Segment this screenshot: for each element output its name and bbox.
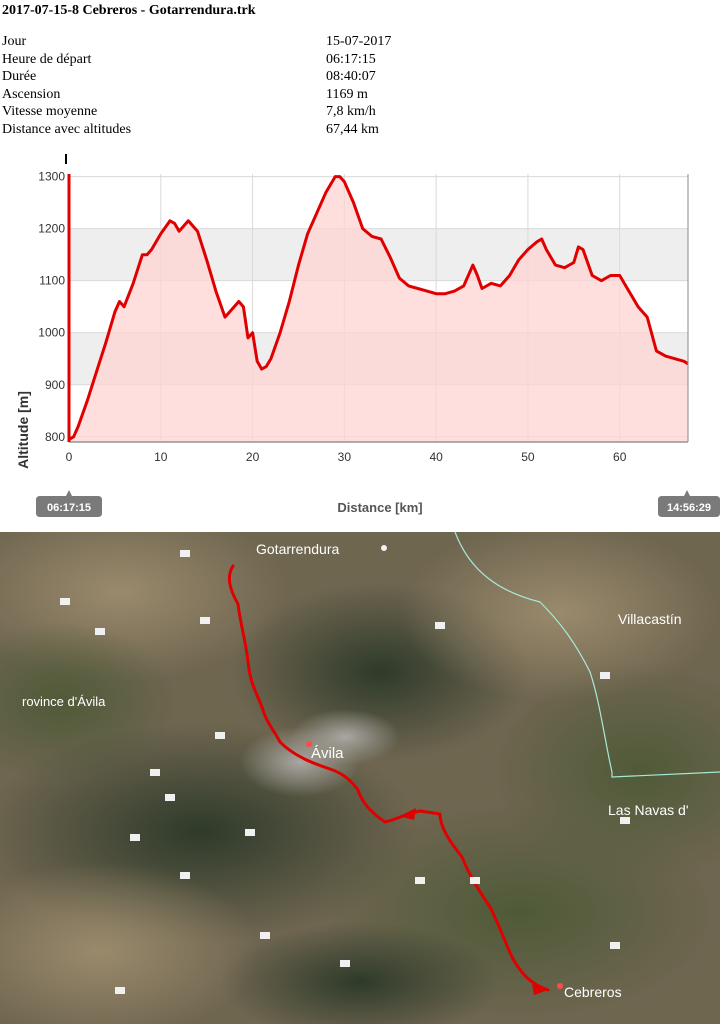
- stat-value: 7,8 km/h: [326, 104, 376, 119]
- map-label-text: Ávila: [311, 745, 344, 762]
- terrain: [0, 532, 720, 1024]
- stat-label: Distance avec altitudes: [2, 121, 132, 137]
- map-label-navas: Las Navas d': [608, 802, 689, 818]
- route-arrow-icon: [400, 808, 416, 820]
- y-tick-label: 800: [45, 430, 65, 444]
- chart-axes: [65, 154, 689, 443]
- stats-table: Jour 15-07-2017 Heure de départ 06:17:15 D…: [2, 34, 422, 139]
- y-tick-labels: 800 900 1000 1100 1200 1300: [38, 170, 65, 444]
- stats-row: Ascension 1169 m: [2, 87, 422, 105]
- map-label-province: rovince d'Ávila: [22, 694, 106, 709]
- y-tick-label: 1100: [39, 274, 65, 288]
- stat-label: Jour: [2, 34, 27, 49]
- elevation-line: [68, 175, 689, 441]
- x-tick-label: 20: [246, 450, 260, 464]
- satellite-map[interactable]: Gotarrendura Villacastín rovince d'Ávila…: [0, 532, 720, 1024]
- map-label-text: Las Navas d': [608, 802, 689, 818]
- stats-row: Jour 15-07-2017: [2, 34, 422, 52]
- x-tick-label: 10: [154, 450, 168, 464]
- stat-value: 08:40:07: [326, 69, 376, 84]
- map-label-text: Gotarrendura: [256, 541, 339, 557]
- y-tick-label: 1300: [38, 170, 65, 184]
- x-tick-label: 40: [429, 450, 443, 464]
- y-tick-label: 900: [45, 378, 65, 392]
- map-label-text: rovince d'Ávila: [22, 694, 106, 709]
- stat-value: 15-07-2017: [326, 34, 392, 49]
- map-label-avila: Ávila: [306, 741, 344, 762]
- page-title: 2017-07-15-8 Cebreros - Gotarrendura.trk: [2, 3, 256, 18]
- map-labels: Gotarrendura Villacastín rovince d'Ávila…: [22, 541, 689, 1000]
- stat-value: 67,44 km: [326, 121, 379, 137]
- route-arrow-icon: [532, 984, 548, 995]
- x-tick-label: 50: [521, 450, 535, 464]
- x-tick-label: 60: [613, 450, 627, 464]
- map-label-cebreros: Cebreros: [557, 983, 622, 1000]
- x-tick-label: 30: [338, 450, 352, 464]
- stats-row: Distance avec altitudes 67,44 km: [2, 122, 422, 140]
- x-axis-label: Distance [km]: [337, 500, 422, 515]
- stat-label: Heure de départ: [2, 51, 92, 67]
- y-axis-label: Altitude [m]: [15, 391, 31, 469]
- map-label-text: Cebreros: [564, 984, 622, 1000]
- start-time-label: 06:17:15: [47, 502, 91, 514]
- map-poi-icons: [60, 550, 630, 994]
- end-time-label: 14:56:29: [667, 502, 711, 514]
- route-line: [227, 564, 550, 992]
- map-label-villacastin: Villacastín: [618, 611, 682, 627]
- stat-label: Vitesse moyenne: [2, 104, 98, 119]
- y-tick-label: 1000: [38, 326, 65, 340]
- y-tick-label: 1200: [38, 222, 65, 236]
- elevation-area: [69, 176, 688, 442]
- stat-label: Ascension: [2, 86, 61, 102]
- x-tick-labels: 0 10 20 30 40 50 60: [66, 450, 627, 464]
- stats-row: Vitesse moyenne 7,8 km/h: [2, 104, 422, 122]
- stat-value: 1169 m: [326, 86, 368, 102]
- x-tick-label: 0: [66, 450, 73, 464]
- map-label-gotarrendura: Gotarrendura: [256, 541, 387, 557]
- stats-row: Heure de départ 06:17:15: [2, 52, 422, 70]
- stat-label: Durée: [2, 69, 37, 84]
- start-time-marker[interactable]: 06:17:15: [36, 490, 102, 517]
- end-time-marker[interactable]: 14:56:29: [658, 490, 720, 517]
- province-border: [454, 532, 720, 778]
- stats-row: Durée 08:40:07: [2, 69, 422, 87]
- elevation-chart: 800 900 1000 1100 1200 1300 0 10 20 30 40 50 60 Alt…: [15, 154, 720, 517]
- stat-value: 06:17:15: [326, 51, 376, 67]
- map-label-text: Villacastín: [618, 611, 682, 627]
